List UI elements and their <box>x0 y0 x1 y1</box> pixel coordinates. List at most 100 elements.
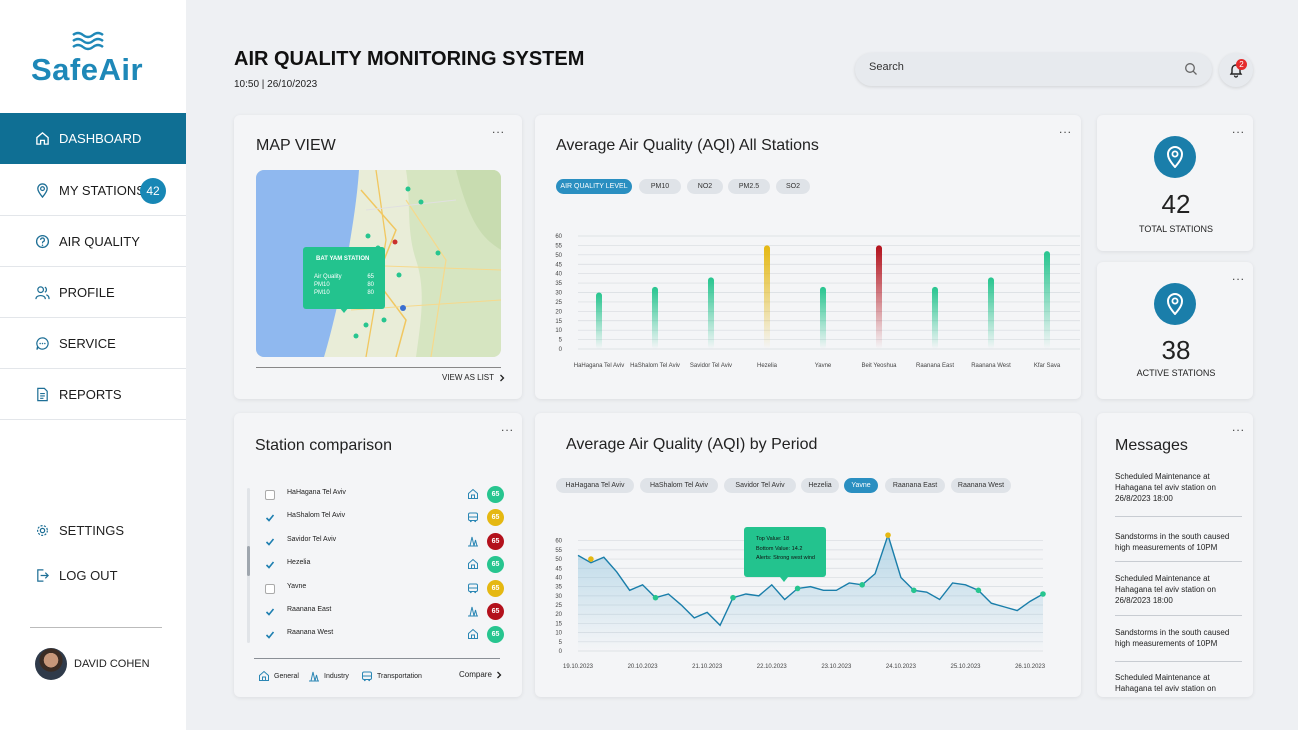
user-divider <box>30 627 162 628</box>
notifications-button[interactable]: 2 <box>1219 53 1253 87</box>
home-icon <box>468 629 478 640</box>
compare-button[interactable]: Compare <box>459 670 503 679</box>
home-icon <box>259 670 269 681</box>
y-tick-label: 0 <box>559 347 563 353</box>
sidebar-item-profile[interactable]: PROFILE <box>0 267 186 318</box>
checkbox-checked[interactable] <box>265 513 275 523</box>
more-options-icon[interactable]: ... <box>501 420 515 434</box>
filter-raanana-west[interactable]: Raanana West <box>951 478 1011 493</box>
filter-hezelia[interactable]: Hezelia <box>801 478 839 493</box>
x-tick-label: 25.10.2023 <box>950 664 981 670</box>
chevron-right-icon <box>500 374 505 381</box>
checkbox-checked[interactable] <box>265 537 275 547</box>
comparison-row[interactable]: HaShalom Tel Aviv 65 <box>265 509 505 529</box>
avatar[interactable] <box>35 648 67 680</box>
sidebar-item-air-quality[interactable]: AIR QUALITY <box>0 216 186 267</box>
area-fill <box>578 535 1043 651</box>
station-name: HaHagana Tel Aviv <box>287 489 346 496</box>
filter-no2[interactable]: NO2 <box>687 179 723 194</box>
station-comparison-card: Station comparison ... HaHagana Tel Aviv… <box>234 413 522 697</box>
checkbox-checked[interactable] <box>265 607 275 617</box>
y-tick-label: 5 <box>559 640 563 646</box>
location-badge <box>1154 283 1196 325</box>
filter-air-quality-level[interactable]: AIR QUALITY LEVEL <box>556 179 632 194</box>
logout-button[interactable]: LOG OUT <box>0 560 186 590</box>
datetime: 10:50 | 26/10/2023 <box>234 79 318 90</box>
bar <box>708 277 714 349</box>
wave-icon <box>72 31 104 51</box>
message-item[interactable]: Scheduled Maintenance at Hahagana tel av… <box>1115 472 1216 503</box>
station-popup[interactable]: BAT YAM STATION Air Quality 65 PM10 80 PM1… <box>303 247 385 313</box>
aqi-value-badge: 65 <box>487 532 504 550</box>
y-tick-label: 30 <box>555 291 562 297</box>
checkbox[interactable] <box>265 490 275 500</box>
aqi-all-title: Average Air Quality (AQI) All Stations <box>556 137 819 154</box>
comparison-row[interactable]: Yavne 65 <box>265 579 505 600</box>
comparison-divider <box>254 658 500 659</box>
page-title: AIR QUALITY MONITORING SYSTEM <box>234 48 585 70</box>
message-item[interactable]: Sandstorms in the south caused high meas… <box>1115 532 1230 552</box>
bar <box>820 286 826 349</box>
aqi-value-badge: 65 <box>487 579 504 597</box>
sidebar-item-reports[interactable]: REPORTS <box>0 369 186 420</box>
map[interactable]: BAT YAM STATION Air Quality 65 PM10 80 PM1… <box>256 170 501 357</box>
aqi-value-badge: 65 <box>487 603 504 620</box>
notification-badge: 2 <box>1236 59 1247 70</box>
filter-hahagana[interactable]: HaHagana Tel Aviv <box>556 478 634 493</box>
more-options-icon[interactable]: ... <box>1232 269 1246 283</box>
aqi-line-chart: 0 5 10 15 20 25 30 35 40 45 50 55 60 19.10.2023 20.10.… <box>555 532 1046 670</box>
aqi-value-badge: 65 <box>487 556 504 574</box>
aqi-all-stations-card: Average Air Quality (AQI) All Stations .… <box>535 115 1081 399</box>
checkbox-checked[interactable] <box>265 560 275 570</box>
y-tick-label: 0 <box>559 649 563 655</box>
y-tick-label: 55 <box>555 243 562 249</box>
checkbox[interactable] <box>265 583 275 594</box>
data-point <box>730 594 736 601</box>
aqi-bar-chart: 0 5 10 15 20 25 30 35 40 45 50 55 60 HaHagana Tel Avi… <box>555 234 1080 369</box>
bar <box>1044 251 1050 349</box>
checkbox-checked[interactable] <box>265 630 275 640</box>
location-icon <box>37 182 48 198</box>
comparison-row[interactable]: Hezelia 65 <box>265 556 505 576</box>
scrollbar-thumb[interactable] <box>247 546 250 576</box>
filter-yavne[interactable]: Yavne <box>844 478 878 493</box>
logo[interactable]: SafeAir <box>31 30 151 90</box>
home-icon <box>468 488 478 499</box>
map-view-card: MAP VIEW ... BAT YAM STATIO <box>234 115 522 399</box>
map-graphic <box>256 170 501 357</box>
filter-raanana-east[interactable]: Raanana East <box>885 478 945 493</box>
x-tick-label: Kfar Sava <box>1034 363 1061 369</box>
comparison-row[interactable]: Savidor Tel Aviv 65 <box>265 532 505 553</box>
x-tick-label: 21.10.2023 <box>692 664 723 670</box>
comparison-row[interactable]: HaHagana Tel Aviv 65 <box>265 486 505 506</box>
search-bar <box>855 53 1212 86</box>
more-options-icon[interactable]: ... <box>1059 122 1073 136</box>
legend-industry: Industry <box>308 670 349 682</box>
y-tick-label: 25 <box>555 300 562 306</box>
filter-savidor[interactable]: Savidor Tel Aviv <box>724 478 796 493</box>
sidebar-item-dashboard[interactable]: DASHBOARD <box>0 113 186 164</box>
filter-hashalom[interactable]: HaShalom Tel Aviv <box>640 478 718 493</box>
sidebar-item-my-stations[interactable]: MY STATIONS 42 <box>0 165 186 216</box>
station-name: Raanana West <box>287 629 334 637</box>
message-item[interactable]: Sandstorms in the south caused high meas… <box>1115 628 1230 648</box>
more-options-icon[interactable]: ... <box>492 122 506 136</box>
x-tick-label: Yavne <box>815 363 832 369</box>
y-tick-label: 40 <box>555 272 562 278</box>
search-icon[interactable] <box>1184 62 1198 76</box>
view-as-list-link[interactable]: VIEW AS LIST <box>442 373 506 382</box>
filter-pm10[interactable]: PM10 <box>639 179 681 194</box>
settings-button[interactable]: SETTINGS <box>0 515 186 545</box>
search-input[interactable] <box>869 61 1169 73</box>
filter-pm25[interactable]: PM2.5 <box>728 179 770 194</box>
more-options-icon[interactable]: ... <box>1232 420 1246 434</box>
y-tick-label: 20 <box>555 612 562 618</box>
message-item[interactable]: Scheduled Maintenance at Hahagana tel av… <box>1115 574 1216 605</box>
filter-so2[interactable]: SO2 <box>776 179 810 194</box>
sidebar-item-service[interactable]: SERVICE <box>0 318 186 369</box>
more-options-icon[interactable]: ... <box>1232 122 1246 136</box>
comparison-row[interactable]: Raanana West 65 <box>265 626 505 646</box>
message-item[interactable]: Scheduled Maintenance at Hahagana tel av… <box>1115 673 1216 693</box>
comparison-row[interactable]: Raanana East 65 <box>265 603 505 623</box>
sidebar-item-label: DASHBOARD <box>59 131 142 146</box>
